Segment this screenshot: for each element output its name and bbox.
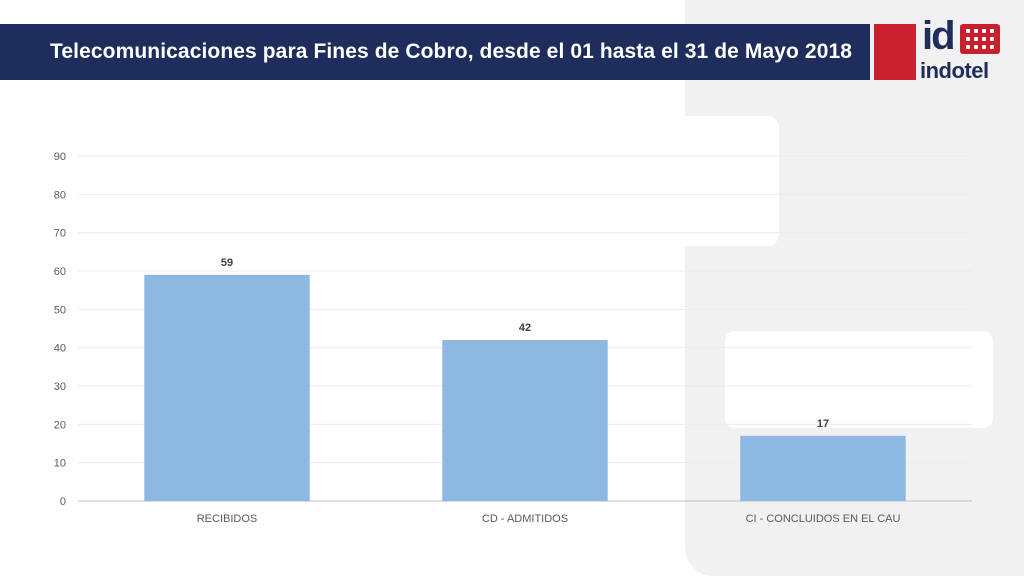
y-tick-label: 60 — [54, 266, 66, 278]
y-tick-label: 70 — [54, 228, 66, 240]
bar — [144, 274, 310, 501]
y-tick-label: 40 — [54, 343, 66, 355]
dot-grid-icon — [960, 24, 1000, 54]
data-label: 42 — [519, 322, 531, 334]
data-label: 59 — [221, 257, 233, 269]
category-label: CI - CONCLUIDOS EN EL CAU — [746, 513, 901, 525]
y-tick-label: 80 — [54, 189, 66, 201]
y-tick-label: 30 — [54, 381, 66, 393]
logo-mark: id — [922, 14, 956, 58]
y-tick-label: 90 — [54, 151, 66, 163]
title-banner: Telecomunicaciones para Fines de Cobro, … — [0, 24, 870, 80]
y-tick-label: 20 — [54, 419, 66, 431]
background-panel-cutout — [685, 116, 779, 246]
y-tick-label: 0 — [60, 496, 66, 508]
y-tick-label: 50 — [54, 304, 66, 316]
bar — [740, 435, 906, 501]
indotel-logo: id indotel — [920, 14, 1004, 84]
y-tick-label: 10 — [54, 458, 66, 470]
data-label: 17 — [817, 418, 829, 430]
page-title: Telecomunicaciones para Fines de Cobro, … — [50, 40, 853, 63]
logo-red-block — [874, 24, 916, 80]
logo-wordmark: indotel — [920, 58, 989, 83]
bar — [442, 340, 608, 501]
category-label: CD - ADMITIDOS — [482, 513, 568, 525]
category-label: RECIBIDOS — [197, 513, 258, 525]
